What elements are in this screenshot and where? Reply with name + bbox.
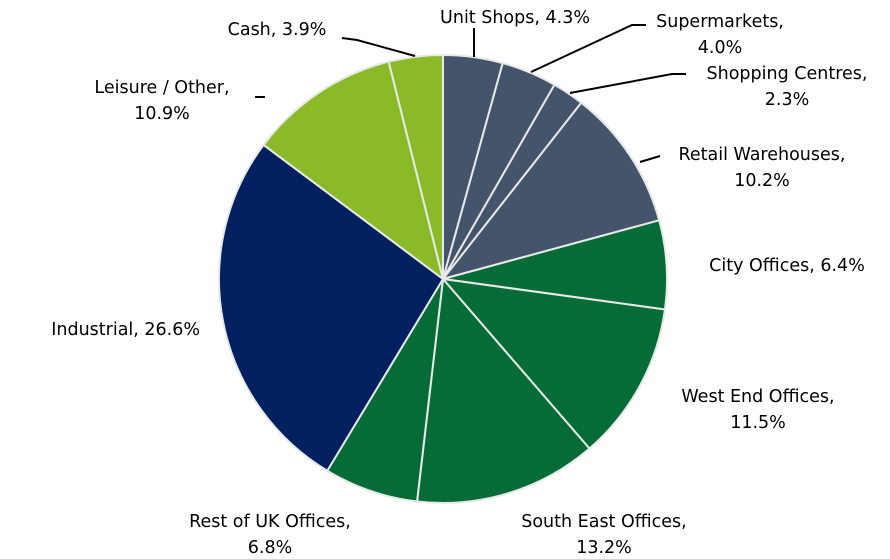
data-label: West End Offices, bbox=[681, 387, 834, 407]
data-label: 10.9% bbox=[134, 104, 190, 124]
data-label: Supermarkets, bbox=[656, 12, 784, 32]
pie-slice bbox=[387, 53, 444, 280]
pie-slice bbox=[218, 143, 445, 473]
leader-line bbox=[569, 73, 686, 94]
data-label: Cash, 3.9% bbox=[228, 20, 327, 40]
leader-line bbox=[639, 155, 661, 163]
data-label: 6.8% bbox=[248, 538, 292, 558]
leader-line bbox=[341, 37, 416, 57]
pie-slice bbox=[262, 60, 445, 282]
pie-slice bbox=[415, 276, 591, 504]
data-label: 4.0% bbox=[698, 38, 742, 58]
data-label: Shopping Centres, bbox=[707, 64, 868, 84]
data-label: Leisure / Other, bbox=[94, 78, 229, 98]
data-label: 11.5% bbox=[730, 413, 786, 433]
data-label: 13.2% bbox=[576, 538, 632, 558]
data-label: Retail Warehouses, bbox=[679, 145, 846, 165]
data-label: City Offices, 6.4% bbox=[709, 256, 865, 276]
data-label: Industrial, 26.6% bbox=[51, 320, 200, 340]
pie-slice bbox=[440, 277, 667, 450]
data-label: 2.3% bbox=[765, 90, 809, 110]
data-label: South East Offices, bbox=[521, 512, 687, 532]
data-label: Unit Shops, 4.3% bbox=[440, 8, 590, 28]
leader-line bbox=[530, 24, 646, 73]
data-label: 10.2% bbox=[734, 171, 790, 191]
data-label: Rest of UK Offices, bbox=[189, 512, 351, 532]
